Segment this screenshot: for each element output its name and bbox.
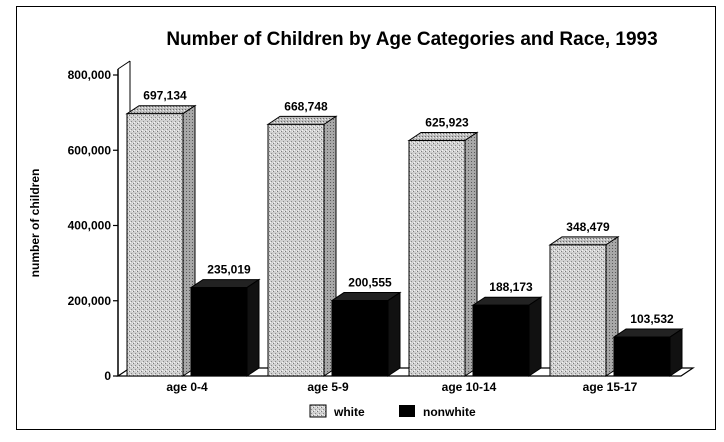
data-label-nonwhite: 103,532 <box>630 312 674 326</box>
y-tick-label: 600,000 <box>68 143 112 157</box>
bar-white-1: 668,748 <box>266 99 338 377</box>
category-labels: age 0-4 age 5-9 age 10-14 age 15-17 <box>166 380 637 394</box>
y-tick-label: 0 <box>104 369 111 383</box>
legend-label-white: white <box>333 405 365 419</box>
x-category-label: age 0-4 <box>166 380 208 394</box>
chart-title: Number of Children by Age Categories and… <box>166 29 657 50</box>
data-label-white: 668,748 <box>284 99 328 113</box>
bar-front-face <box>331 300 389 377</box>
legend-swatch-nonwhite <box>399 405 415 417</box>
bar-front-face <box>267 123 325 377</box>
bar-side-face <box>387 291 401 377</box>
data-label-white: 625,923 <box>425 115 469 129</box>
bar-side-face <box>669 328 683 377</box>
bar-front-face <box>190 287 248 377</box>
bar-front-face <box>126 113 184 377</box>
bar-front-face <box>613 336 671 377</box>
x-category-label: age 15-17 <box>583 380 638 394</box>
x-category-label: age 5-9 <box>307 380 349 394</box>
bar-nonwhite-3: 103,532 <box>612 312 684 377</box>
data-label-nonwhite: 200,555 <box>348 276 392 290</box>
bar-nonwhite-2: 188,173 <box>471 280 543 377</box>
legend-label-nonwhite: nonwhite <box>423 405 476 419</box>
bar-front-face <box>549 244 607 377</box>
bar-front-face <box>408 139 466 377</box>
x-category-label: age 10-14 <box>442 380 497 394</box>
legend: white nonwhite <box>309 404 476 419</box>
bar-front-face <box>472 304 530 377</box>
bar-white-0: 697,134 <box>125 89 197 377</box>
bar-white-2: 625,923 <box>407 115 479 377</box>
bar-nonwhite-1: 200,555 <box>330 276 402 377</box>
y-tick-label: 400,000 <box>68 219 112 233</box>
y-axis-ticks: 0 200,000 400,000 600,000 800,000 <box>68 68 118 383</box>
y-tick-label: 800,000 <box>68 68 112 82</box>
y-axis-label: number of children <box>28 169 42 278</box>
chart-frame: Number of Children by Age Categories and… <box>16 6 716 430</box>
data-label-nonwhite: 188,173 <box>489 280 533 294</box>
bars: 697,134 235,019 668,748 200,555 625,923 188,1… <box>125 89 684 377</box>
data-label-white: 697,134 <box>143 89 187 103</box>
bar-nonwhite-0: 235,019 <box>189 263 261 377</box>
y-axis-top-edge <box>117 60 131 70</box>
bar-side-face <box>246 278 260 377</box>
bar-chart: Number of Children by Age Categories and… <box>28 29 695 419</box>
legend-swatch-white <box>309 404 327 418</box>
data-label-white: 348,479 <box>566 220 610 234</box>
data-label-nonwhite: 235,019 <box>207 263 251 277</box>
bar-side-face <box>528 296 542 377</box>
y-tick-label: 200,000 <box>68 294 112 308</box>
bar-white-3: 348,479 <box>548 220 620 377</box>
